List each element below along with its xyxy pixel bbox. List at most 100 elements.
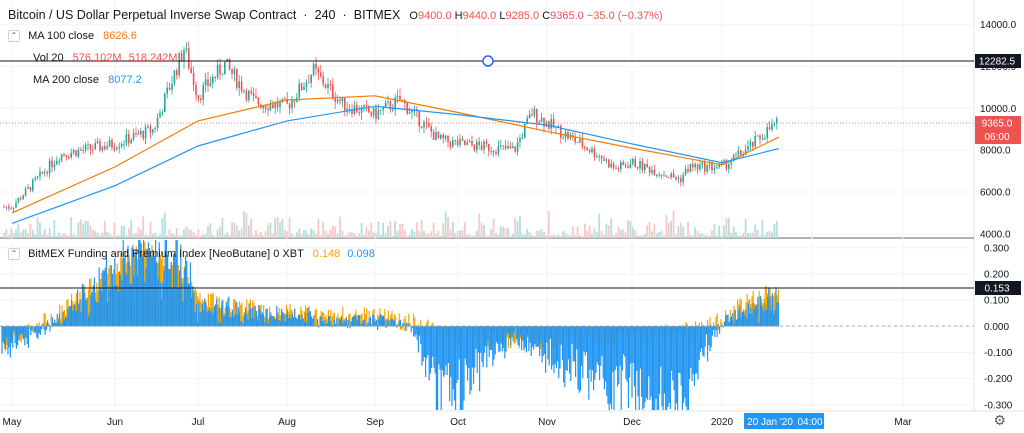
- premium-bar: [569, 326, 571, 374]
- gear-icon[interactable]: ⚙: [993, 412, 1006, 428]
- candle-body: [176, 70, 178, 76]
- candle-body: [108, 140, 111, 147]
- funding-bar: [233, 299, 235, 327]
- premium-bar: [78, 303, 80, 327]
- premium-bar: [733, 322, 735, 327]
- premium-bar: [189, 262, 191, 327]
- premium-bar: [649, 326, 651, 401]
- premium-bar: [39, 326, 41, 335]
- premium-bar: [582, 326, 584, 379]
- premium-bar: [257, 320, 259, 327]
- premium-bar: [668, 326, 670, 404]
- candle-body: [713, 168, 716, 171]
- candle-body: [200, 98, 202, 100]
- candle-body: [132, 133, 135, 140]
- funding-bar: [66, 299, 68, 327]
- premium-bar: [422, 326, 424, 362]
- candle-body: [694, 164, 696, 168]
- candle-body: [507, 146, 509, 149]
- time-tick-label: Mar: [894, 417, 912, 428]
- premium-bar: [15, 326, 17, 349]
- premium-bar: [506, 326, 508, 335]
- premium-bar: [193, 292, 195, 327]
- premium-bar: [342, 322, 344, 327]
- candle-body: [396, 96, 399, 98]
- funding-bar: [395, 316, 397, 327]
- candle-body: [168, 87, 171, 90]
- candle-body: [644, 163, 646, 171]
- funding-bar: [314, 309, 316, 327]
- interval-label[interactable]: 240: [314, 8, 336, 22]
- premium-bar: [599, 326, 601, 381]
- premium-bar: [631, 326, 633, 398]
- premium-bar: [457, 326, 459, 380]
- premium-bar: [102, 269, 104, 327]
- premium-bar: [75, 310, 77, 327]
- symbol-title[interactable]: Bitcoin / US Dollar Perpetual Inverse Sw…: [8, 8, 297, 22]
- premium-bar: [18, 326, 20, 340]
- volume-bar: [439, 235, 442, 238]
- volume-bar: [370, 222, 373, 238]
- candle-body: [142, 131, 144, 139]
- premium-bar: [405, 322, 407, 327]
- vol-legend[interactable]: Vol 20 576.102M 518.242M: [33, 51, 178, 65]
- volume-bar: [701, 233, 704, 238]
- candle-body: [545, 121, 548, 127]
- candle-body: [212, 76, 214, 84]
- ma100-legend[interactable]: ⌃ MA 100 close 8626.6: [8, 29, 137, 43]
- ma200-value: 8077.2: [108, 74, 142, 86]
- candle-body: [317, 68, 320, 73]
- candle-body: [531, 114, 533, 116]
- indicator-axis[interactable]: 0.300 0.200 0.100 0.000 -0.100 -0.200 -0.300: [984, 243, 1013, 411]
- chevron-up-icon[interactable]: ⌃: [8, 248, 20, 261]
- premium-bar: [139, 240, 141, 327]
- volume-bar: [281, 218, 284, 238]
- volume-bar: [399, 224, 401, 238]
- funding-bar: [774, 292, 776, 327]
- premium-bar: [23, 326, 25, 340]
- funding-bar: [733, 305, 735, 327]
- volume-bar: [581, 235, 584, 238]
- volume-bar: [423, 230, 425, 238]
- candle-body: [766, 127, 768, 139]
- premium-bar: [248, 303, 250, 327]
- funding-bar: [264, 317, 266, 327]
- candle-body: [725, 160, 728, 169]
- candle-body: [730, 160, 732, 165]
- volume-bar: [363, 234, 365, 238]
- premium-bar: [110, 265, 112, 327]
- premium-bar: [325, 323, 327, 327]
- ma200-legend[interactable]: MA 200 close 8077.2: [33, 73, 142, 87]
- candle-body: [687, 168, 689, 172]
- volume-bar: [247, 224, 250, 238]
- price-tick-label: 10000.0: [980, 104, 1017, 115]
- premium-bar: [243, 313, 245, 327]
- indicator-current-text: 0.153: [984, 284, 1009, 295]
- chevron-up-icon[interactable]: ⌃: [8, 30, 20, 43]
- volume-bar: [627, 220, 629, 238]
- premium-bar: [419, 326, 421, 336]
- volume-bar: [670, 220, 673, 238]
- volume-bar: [288, 217, 291, 238]
- premium-bar: [105, 257, 107, 327]
- indicator-legend[interactable]: ⌃ BitMEX Funding and Premium Index [NeoB…: [8, 247, 375, 261]
- premium-bar: [258, 305, 260, 327]
- premium-bar: [415, 326, 417, 335]
- premium-bar: [410, 326, 412, 333]
- volume-bar: [713, 224, 716, 238]
- premium-bar: [221, 305, 223, 327]
- volume-bar: [687, 221, 689, 238]
- premium-bar: [633, 326, 635, 387]
- premium-bar: [489, 326, 491, 350]
- premium-bar: [595, 326, 597, 373]
- premium-bar: [593, 326, 595, 391]
- candle-body: [92, 149, 94, 151]
- drawing-handle[interactable]: [482, 55, 494, 67]
- volume-bar: [264, 231, 267, 238]
- time-axis[interactable]: MayJunJulAugSepOctNovDec2020FebMar: [3, 417, 913, 428]
- indicator-value-1: 0.148: [312, 248, 341, 260]
- premium-bar: [513, 326, 515, 333]
- candle-body: [581, 139, 584, 148]
- candle-body: [459, 138, 461, 146]
